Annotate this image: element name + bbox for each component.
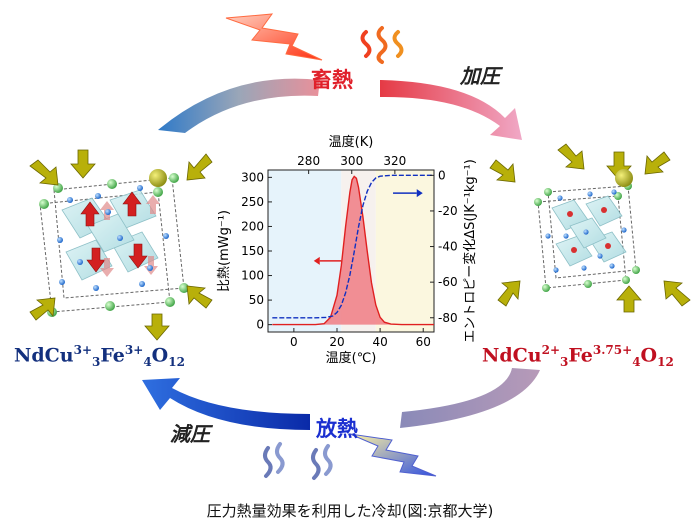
x-top-tick-label: 300 xyxy=(340,154,363,168)
warm-region xyxy=(375,170,434,332)
heat-storage-label: 畜熱 xyxy=(311,68,353,92)
x-top-tick-label: 320 xyxy=(383,154,406,168)
right-axis-indicator-arrowhead xyxy=(416,189,423,198)
cycle-arrow-top-right xyxy=(380,80,522,140)
y-left-tick-label: 200 xyxy=(241,219,264,233)
y-left-tick-label: 150 xyxy=(241,244,264,258)
x-bottom-tick-label: 60 xyxy=(416,335,431,349)
cold-waves-icon xyxy=(263,442,333,480)
pressure-ball-icon xyxy=(149,169,167,187)
lightning-bolt-icon xyxy=(349,433,437,477)
x-top-tick-label: 280 xyxy=(297,154,320,168)
y-left-tick-label: 50 xyxy=(249,293,264,307)
cycle-arrow-top-left xyxy=(158,78,320,133)
y-right-tick-label: -60 xyxy=(438,275,458,289)
y-left-tick-label: 100 xyxy=(241,269,264,283)
entropy-change-line xyxy=(272,174,434,319)
x-bottom-tick-label: 40 xyxy=(372,335,387,349)
heat-capacity-area xyxy=(272,176,434,325)
x-top-axis-title: 温度(K) xyxy=(329,134,374,150)
cycle-arrow-bottom-left xyxy=(142,378,310,430)
crystal-structure-left xyxy=(39,173,189,317)
y-left-tick-label: 300 xyxy=(241,170,264,184)
formula-left: NdCu3+3Fe3+4O12 xyxy=(14,343,185,370)
formula-right: NdCu2+3Fe3.75+4O12 xyxy=(482,343,674,370)
y-left-tick-label: 0 xyxy=(256,318,264,332)
y-right-tick-label: -40 xyxy=(438,240,458,254)
cycle-arrow-bottom-right xyxy=(400,368,540,428)
y-right-tick-label: -80 xyxy=(438,311,458,325)
heat-capacity-line xyxy=(272,175,434,326)
figure-caption: 圧力熱量効果を利用した冷却(図:京都大学) xyxy=(206,502,494,520)
y-right-tick-label: 0 xyxy=(438,168,446,182)
heat-waves-icon xyxy=(360,26,404,64)
left-axis-indicator-arrowhead xyxy=(313,256,320,265)
y-left-axis-title: 比熱(mWg⁻¹) xyxy=(217,210,232,292)
lightning-bolt-icon xyxy=(225,13,323,61)
x-bottom-tick-label: 0 xyxy=(290,335,298,349)
pressure-ball-icon xyxy=(615,169,633,187)
depressurize-label: 減圧 xyxy=(170,422,210,446)
pressurize-label: 加圧 xyxy=(460,64,500,88)
cold-region xyxy=(268,170,342,332)
heat-release-label: 放熱 xyxy=(316,417,358,441)
pressure-arrow-icon xyxy=(29,149,213,341)
x-bottom-axis-title: 温度(℃) xyxy=(326,350,377,366)
y-right-axis-title: エントロピー変化ΔS(JK⁻¹kg⁻¹) xyxy=(462,159,478,343)
y-right-tick-label: -20 xyxy=(438,204,458,218)
crystal-structure-right xyxy=(534,182,640,292)
spin-arrow-icon xyxy=(80,191,148,273)
x-bottom-tick-label: 20 xyxy=(329,335,344,349)
heat-capacity-chart: 0 20 40 60 280 300 320 0 50 100 150 200 250 300 0 -20 -4… xyxy=(217,134,478,366)
y-left-tick-label: 250 xyxy=(241,195,264,209)
